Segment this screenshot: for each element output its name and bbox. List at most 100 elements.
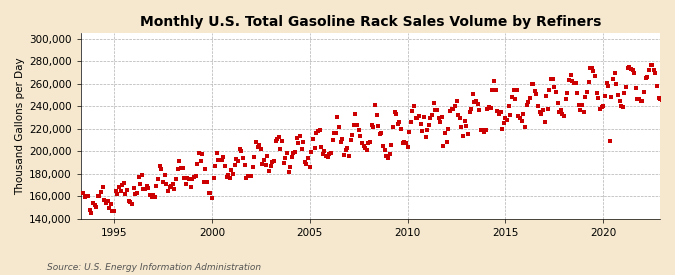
Point [84,208,95,212]
Point [80,195,90,199]
Point [104,206,115,210]
Point [545,77,556,81]
Point [474,108,485,112]
Point [533,104,543,108]
Point [269,159,279,163]
Point [264,169,275,174]
Point [324,152,335,156]
Point [88,201,99,205]
Point [482,107,493,111]
Point [345,138,356,142]
Point [92,194,103,198]
Point [402,145,413,149]
Point [242,174,253,178]
Point [422,128,433,133]
Point [102,199,113,203]
Point [438,144,449,148]
Point [202,179,213,184]
Point [367,123,377,128]
Point [231,157,242,161]
Point [435,120,446,125]
Point [378,144,389,148]
Point [340,147,351,152]
Point [621,85,632,89]
Point [140,187,151,192]
Point [428,101,439,106]
Point [445,109,456,114]
Point [218,155,229,159]
Point [308,136,319,141]
Point [637,99,648,103]
Point [163,189,173,193]
Point [596,105,607,109]
Point [219,164,230,169]
Point [184,177,194,181]
Point [143,186,154,190]
Point [327,138,338,143]
Point [319,148,330,153]
Point [332,115,343,119]
Point [280,156,291,160]
Point [642,75,653,80]
Point [634,97,645,101]
Point [230,163,240,167]
Point [389,110,400,115]
Point [157,180,168,185]
Point [376,131,387,135]
Point [618,104,628,109]
Point [437,115,448,120]
Point [247,165,258,169]
Point [174,159,185,164]
Point [585,66,595,70]
Point [86,211,97,215]
Point [368,125,379,130]
Point [223,173,234,177]
Point [650,71,661,76]
Point [649,68,659,72]
Point [239,163,250,167]
Point [360,146,371,150]
Point [568,81,579,85]
Point [653,96,664,101]
Point [335,140,346,145]
Point [130,191,140,196]
Point [562,90,573,95]
Point [567,79,578,84]
Point [512,87,522,92]
Point [420,135,431,139]
Point [350,112,361,116]
Point [493,112,504,116]
Point [464,110,475,115]
Point [97,184,108,189]
Point [394,120,405,124]
Point [267,160,277,164]
Point [487,88,497,92]
Point [119,180,130,185]
Point [180,182,191,186]
Point [133,175,144,179]
Point [570,81,581,85]
Point [138,187,148,191]
Point [254,142,265,147]
Point [155,164,165,168]
Point [560,97,571,101]
Point [127,202,138,207]
Point [257,162,268,166]
Point [583,80,594,84]
Point [286,155,297,159]
Point [355,134,366,139]
Point [551,90,562,94]
Point [290,150,300,154]
Point [203,191,214,195]
Point [101,200,111,205]
Point [194,151,205,155]
Point [167,182,178,186]
Point [619,91,630,95]
Point [622,65,633,70]
Point [451,98,462,103]
Point [358,144,369,148]
Point [373,124,383,128]
Point [484,105,495,109]
Point [363,141,374,145]
Point [164,185,175,189]
